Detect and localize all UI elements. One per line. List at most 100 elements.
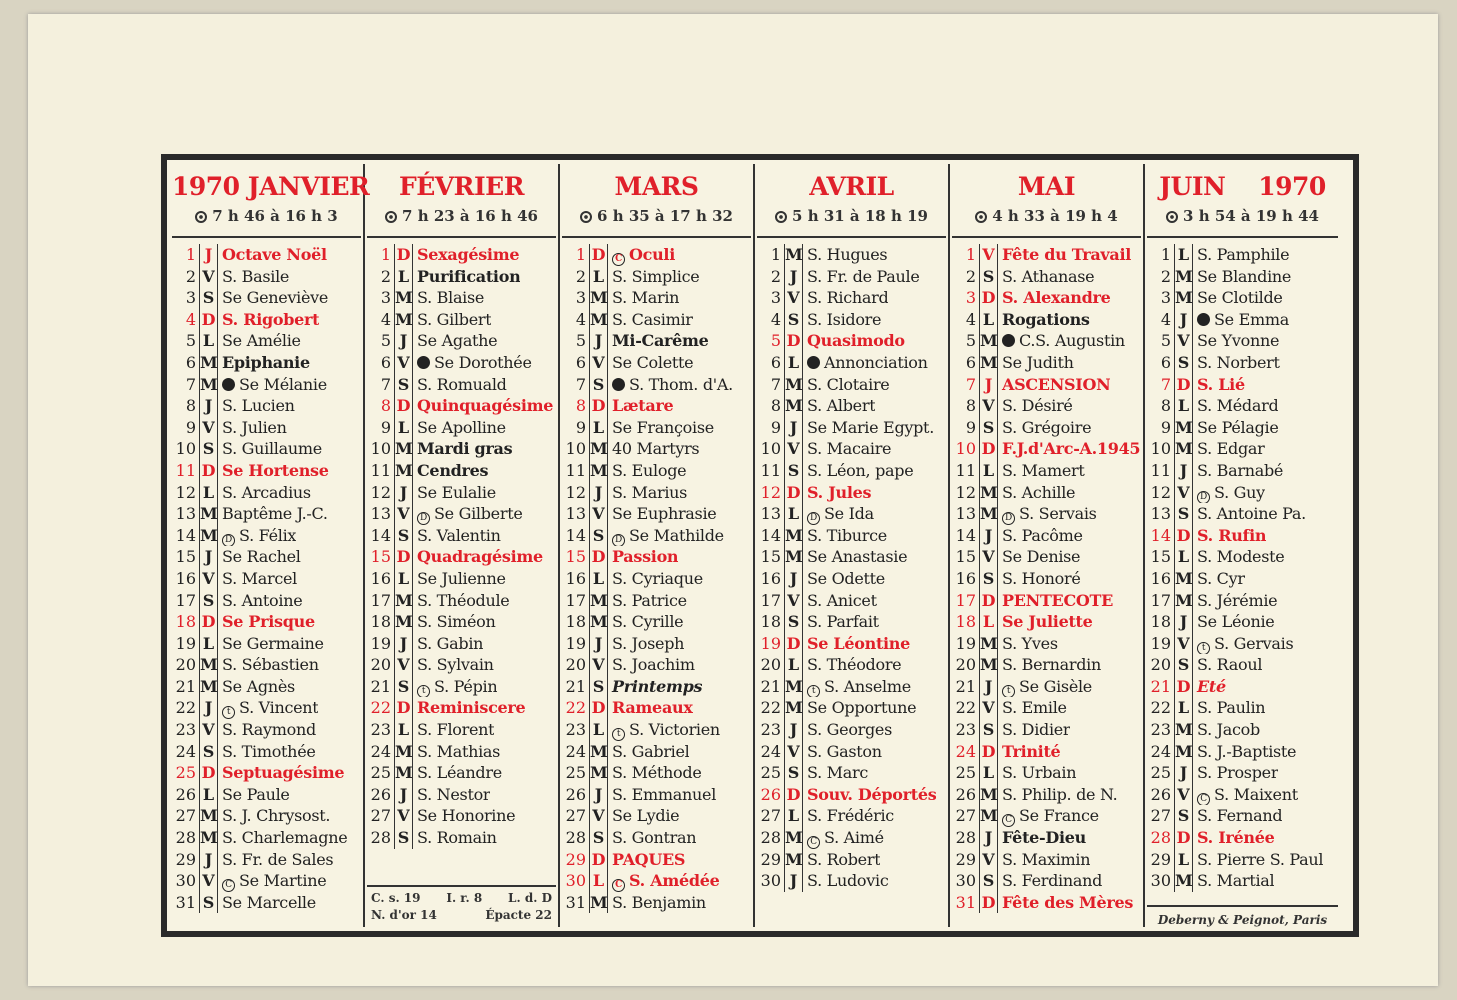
month-header: FÉVRIER 7 h 23 à 16 h 46 [367, 164, 556, 238]
day-row: 5 D Quasimodo [757, 330, 946, 352]
day-number: 18 [172, 611, 200, 633]
saint-name: S. Marin [608, 287, 679, 309]
day-row: 14 S S. Valentin [367, 524, 556, 547]
weekday-letter: L [395, 416, 413, 439]
day-label: S. Grégoire [1002, 417, 1092, 437]
day-row: 22 M Se Opportune [757, 697, 946, 720]
weekday-letter: M [200, 524, 218, 547]
day-label: Se Pélagie [1197, 417, 1279, 437]
weekday-letter: L [590, 416, 608, 439]
saint-name: S. Ferdinand [998, 870, 1102, 892]
saint-name: Fête des Mères [998, 892, 1133, 914]
day-number: 10 [1147, 438, 1175, 460]
day-number: 21 [172, 675, 200, 698]
saint-name: C Se France [998, 805, 1099, 828]
day-row: 8 V S. Désiré [952, 395, 1141, 417]
day-number: 21 [952, 675, 980, 698]
day-row: 28 M C S. Aimé [757, 827, 946, 849]
day-label: Se Léontine [807, 633, 911, 653]
day-label: S. Théodore [807, 655, 902, 675]
weekday-letter: S [785, 308, 803, 331]
day-label: S. Anselme [824, 676, 911, 696]
weekday-letter: S [200, 438, 218, 460]
day-label: S. Prosper [1197, 763, 1279, 783]
day-number: 24 [562, 740, 590, 763]
sun-times: 3 h 54 à 19 h 44 [1147, 204, 1338, 228]
weekday-letter: L [785, 351, 803, 374]
saint-name: S. Edgar [1193, 438, 1265, 460]
weekday-letter: J [785, 719, 803, 741]
saint-name: S. Emile [998, 697, 1067, 719]
month-name: MARS [614, 172, 699, 201]
day-list: 1 D Sexagésime 2 L Purification 3 M S. Blaise 4 M S… [367, 238, 556, 885]
day-number: 5 [172, 330, 200, 352]
day-row: 7 S S. Romuald [367, 373, 556, 396]
day-row: 18 M S. Cyrille [562, 611, 751, 633]
day-row: 17 M S. Jérémie [1147, 589, 1338, 612]
day-number: 12 [172, 481, 200, 504]
day-label: S. Clotaire [807, 374, 890, 394]
day-number: 8 [1147, 395, 1175, 417]
day-number: 13 [172, 503, 200, 525]
day-row: 5 J Mi-Carême [562, 330, 751, 352]
saint-name: S. J. Chrysost. [218, 805, 330, 827]
saint-name: S. Urbain [998, 762, 1076, 784]
day-number: 25 [367, 762, 395, 784]
saint-name: S. Albert [803, 395, 875, 417]
saint-name: S. Léandre [413, 762, 502, 784]
day-label: S. Norbert [1197, 352, 1280, 372]
day-row: 12 D S. Jules [757, 481, 946, 504]
day-row: 25 D Septuagésime [172, 762, 361, 784]
saint-name: S. Honoré [998, 568, 1081, 590]
saint-name: S. Joachim [608, 654, 695, 676]
day-label: S. Médard [1197, 396, 1279, 416]
month-column: MARS 6 h 35 à 17 h 32 1 D C Oculi 2 L S. Simplic… [560, 164, 755, 927]
saint-name: S. Fernand [1193, 805, 1282, 827]
saint-name: C Se Martine [218, 870, 326, 892]
saint-name: Fête-Dieu [998, 827, 1086, 849]
weekday-letter: M [1175, 438, 1193, 460]
day-number: 5 [367, 330, 395, 352]
saint-name: Se Rachel [218, 546, 301, 568]
moon-first-quarter-icon: D [1197, 490, 1210, 504]
saint-name: Se Yvonne [1193, 330, 1279, 352]
saint-name: Se Blandine [1193, 266, 1291, 288]
month-name: MAI [1017, 172, 1076, 201]
day-label: Se Paule [222, 784, 290, 804]
day-row: 9 M Se Pélagie [1147, 416, 1338, 439]
day-row: 14 S D Se Mathilde [562, 524, 751, 547]
day-number: 17 [1147, 589, 1175, 612]
day-row: 10 S S. Guillaume [172, 438, 361, 460]
day-number: 18 [757, 611, 785, 633]
day-row: 25 S S. Marc [757, 762, 946, 784]
weekday-letter: M [590, 611, 608, 633]
day-label: S. Benjamin [612, 892, 706, 912]
day-number: 25 [757, 762, 785, 784]
moon-last-quarter-icon: C [807, 836, 820, 849]
weekday-letter: L [1175, 546, 1193, 568]
day-row: 4 M S. Gilbert [367, 308, 556, 331]
day-label: S. Romain [417, 828, 497, 848]
day-number: 8 [367, 395, 395, 417]
day-number: 11 [562, 459, 590, 482]
day-number: 19 [172, 632, 200, 655]
day-row: 4 M S. Casimir [562, 308, 751, 331]
saint-name: S. Martial [1193, 870, 1274, 892]
day-row: 23 M S. Jacob [1147, 719, 1338, 741]
day-row: 4 D S. Rigobert [172, 308, 361, 331]
day-label: Printemps [612, 676, 703, 696]
saint-name: S. Patrice [608, 590, 687, 612]
day-label: S. Pierre S. Paul [1197, 849, 1324, 869]
saint-name: D S. Servais [998, 503, 1097, 525]
day-number: 5 [952, 330, 980, 352]
saint-name: Se Paule [218, 784, 290, 806]
day-label: S. Lucien [222, 396, 295, 416]
weekday-letter: M [980, 805, 998, 828]
day-label: S. Léandre [417, 763, 502, 783]
day-label: S. Alexandre [1002, 288, 1111, 308]
saint-name: S. Richard [803, 287, 888, 309]
weekday-letter: J [395, 783, 413, 806]
day-label: S. Léon, pape [807, 460, 914, 480]
day-number: 3 [367, 287, 395, 309]
weekday-letter: D [395, 546, 413, 568]
